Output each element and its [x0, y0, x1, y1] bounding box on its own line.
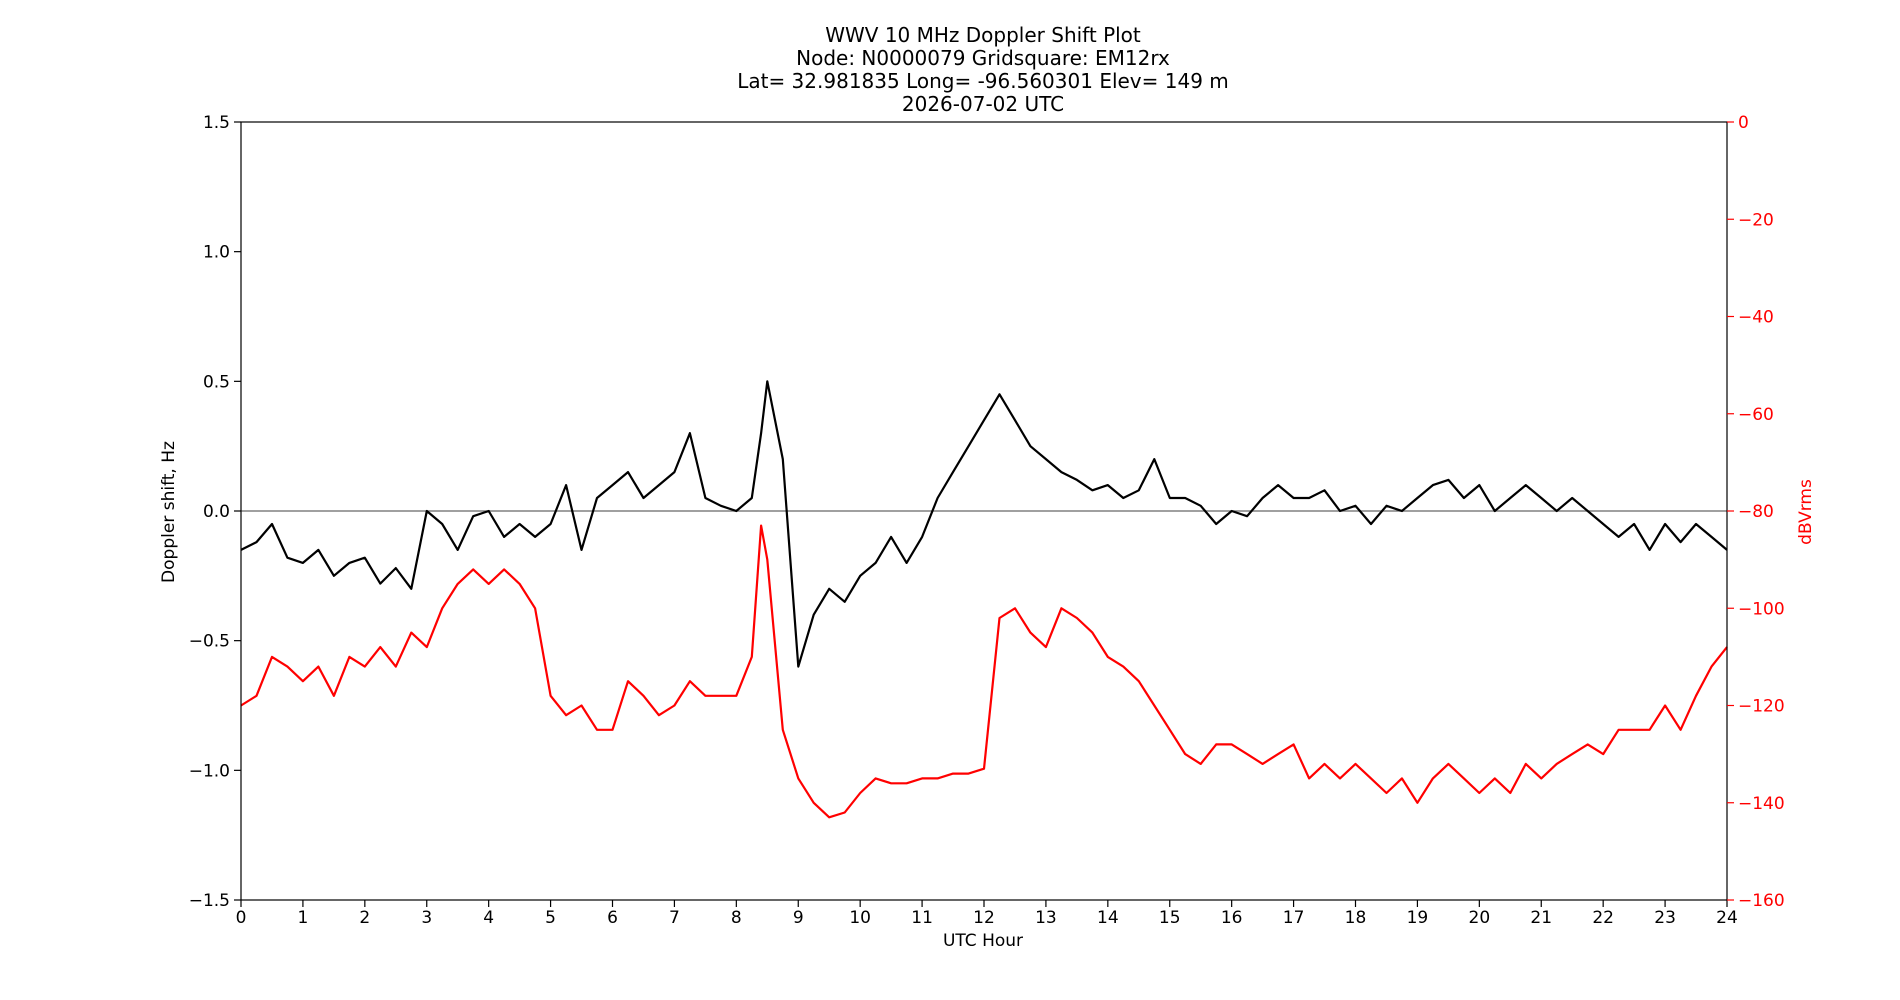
- x-tick-label: 16: [1221, 908, 1243, 928]
- x-tick-label: 10: [849, 908, 871, 928]
- y-right-tick-label: −80: [1738, 502, 1774, 522]
- y-left-tick-label: 1.5: [203, 113, 230, 133]
- x-tick-label: 0: [236, 908, 247, 928]
- x-tick-label: 23: [1654, 908, 1676, 928]
- x-tick-label: 6: [607, 908, 618, 928]
- x-tick-label: 4: [483, 908, 494, 928]
- y-left-tick-label: 0.5: [203, 372, 230, 392]
- title-line-4: 2026-07-02 UTC: [902, 92, 1064, 116]
- y-left-tick-label: −0.5: [189, 632, 230, 652]
- y-right-tick-label: −160: [1738, 891, 1785, 911]
- title-line-1: WWV 10 MHz Doppler Shift Plot: [825, 23, 1141, 47]
- x-tick-label: 12: [973, 908, 995, 928]
- x-axis: 0 1 2 3 4 5 6 7 8 9 10 11 12 13 14 15 16 17 18 19 20 21 22 23 24: [236, 900, 1738, 928]
- y-right-tick-label: −40: [1738, 308, 1774, 328]
- y-axis-right: 0 −20 −40 −60 −80 −100 −120 −140 −160: [1727, 113, 1785, 911]
- x-tick-label: 17: [1283, 908, 1305, 928]
- y-right-tick-label: −100: [1738, 599, 1785, 619]
- y-axis-right-label: dBVrms: [1796, 479, 1816, 545]
- x-tick-label: 9: [793, 908, 804, 928]
- x-tick-label: 3: [421, 908, 432, 928]
- y-axis-left-label: Doppler shift, Hz: [159, 441, 179, 583]
- x-tick-label: 14: [1097, 908, 1119, 928]
- x-tick-label: 20: [1469, 908, 1491, 928]
- chart-title: WWV 10 MHz Doppler Shift Plot Node: N000…: [737, 23, 1229, 116]
- x-tick-label: 5: [545, 908, 556, 928]
- x-tick-label: 7: [669, 908, 680, 928]
- x-axis-label: UTC Hour: [943, 931, 1023, 951]
- x-tick-label: 15: [1159, 908, 1181, 928]
- y-right-tick-label: −20: [1738, 210, 1774, 230]
- y-right-tick-label: −140: [1738, 794, 1785, 814]
- y-right-tick-label: 0: [1738, 113, 1749, 133]
- x-tick-label: 8: [731, 908, 742, 928]
- x-tick-label: 1: [298, 908, 309, 928]
- y-axis-left: 1.5 1.0 0.5 0.0 −0.5 −1.0 −1.5: [189, 113, 241, 911]
- x-tick-label: 2: [359, 908, 370, 928]
- x-tick-label: 21: [1530, 908, 1552, 928]
- x-tick-label: 18: [1345, 908, 1367, 928]
- y-left-tick-label: 0.0: [203, 502, 230, 522]
- title-line-2: Node: N0000079 Gridsquare: EM12rx: [796, 46, 1170, 70]
- y-right-tick-label: −60: [1738, 405, 1774, 425]
- x-tick-label: 22: [1592, 908, 1614, 928]
- x-tick-label: 19: [1407, 908, 1429, 928]
- power-series-line: [240, 524, 1728, 819]
- x-tick-label: 13: [1035, 908, 1057, 928]
- y-right-tick-label: −120: [1738, 697, 1785, 717]
- title-line-3: Lat= 32.981835 Long= -96.560301 Elev= 14…: [737, 69, 1229, 93]
- y-left-tick-label: 1.0: [203, 243, 230, 263]
- y-left-tick-label: −1.0: [189, 761, 230, 781]
- y-left-tick-label: −1.5: [189, 891, 230, 911]
- doppler-shift-series-line: [240, 380, 1728, 668]
- x-tick-label: 11: [911, 908, 933, 928]
- x-tick-label: 24: [1716, 908, 1738, 928]
